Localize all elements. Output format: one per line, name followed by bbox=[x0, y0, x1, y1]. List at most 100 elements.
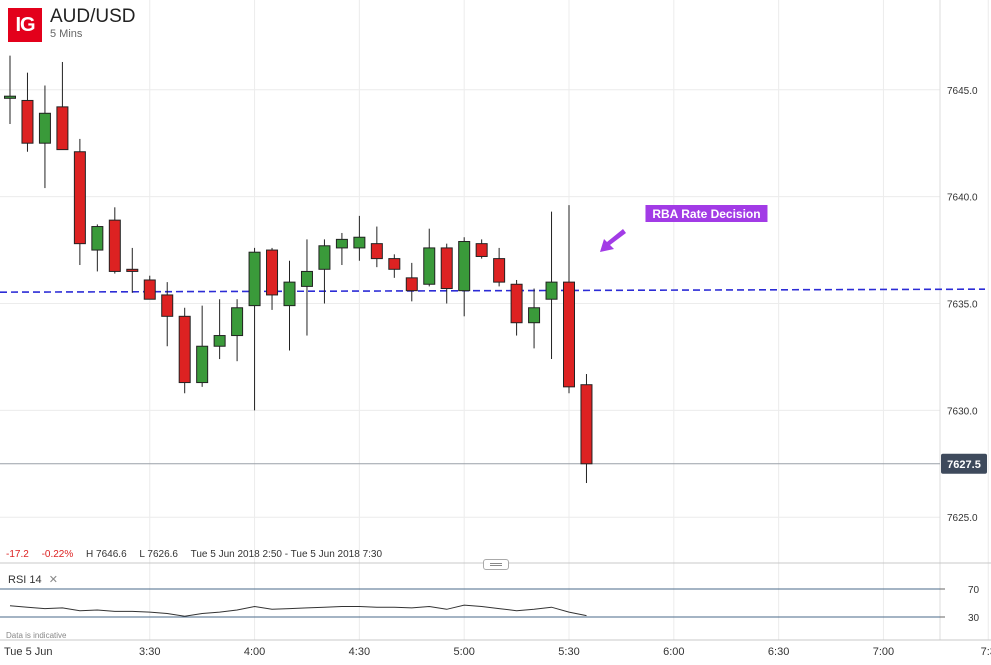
date-range: Tue 5 Jun 2018 2:50 - Tue 5 Jun 2018 7:3… bbox=[190, 549, 383, 560]
candle-body-up bbox=[213, 335, 226, 347]
candle-body-down bbox=[440, 247, 453, 290]
candle[interactable] bbox=[248, 247, 261, 411]
candle[interactable] bbox=[318, 239, 331, 304]
candle[interactable] bbox=[370, 226, 383, 268]
rsi-level-label: 30 bbox=[968, 613, 980, 624]
candle[interactable] bbox=[283, 260, 296, 351]
x-tick-label: 7:00 bbox=[873, 646, 894, 658]
pane-resize-handle[interactable] bbox=[483, 559, 509, 570]
candle[interactable] bbox=[21, 72, 34, 152]
candle-body-down bbox=[161, 294, 174, 317]
interval-label: 5 Mins bbox=[50, 28, 83, 40]
candle[interactable] bbox=[4, 55, 16, 124]
candle-body-up bbox=[528, 307, 541, 324]
candle[interactable] bbox=[161, 282, 174, 347]
candle[interactable] bbox=[545, 211, 558, 360]
candle[interactable] bbox=[178, 307, 191, 394]
candle-body-up bbox=[353, 236, 366, 249]
candle-body-up bbox=[300, 270, 313, 287]
candle-body-down bbox=[143, 279, 156, 300]
stats-bar: -17.2 -0.22% H 7646.6 L 7626.6 Tue 5 Jun… bbox=[6, 549, 392, 560]
candle-body-down bbox=[266, 249, 279, 296]
disclaimer: Data is indicative bbox=[6, 631, 67, 640]
candle[interactable] bbox=[335, 232, 348, 266]
candle[interactable] bbox=[388, 254, 401, 278]
reference-dashed-line bbox=[0, 288, 986, 293]
candle-body-down bbox=[580, 384, 593, 465]
candle-body-down bbox=[178, 315, 191, 384]
candle[interactable] bbox=[213, 299, 226, 360]
x-tick-label: 6:00 bbox=[663, 646, 684, 658]
candle[interactable] bbox=[300, 239, 313, 336]
candle[interactable] bbox=[510, 279, 523, 336]
symbol-title: AUD/USD bbox=[50, 6, 136, 27]
candle-body-up bbox=[458, 241, 471, 292]
candle[interactable] bbox=[405, 262, 418, 302]
candle[interactable] bbox=[91, 224, 104, 272]
candle[interactable] bbox=[196, 305, 209, 387]
candle[interactable] bbox=[266, 247, 279, 310]
y-tick-label: 7630.0 bbox=[947, 406, 978, 417]
candle[interactable] bbox=[423, 228, 436, 287]
last-price-label: 7627.5 bbox=[947, 459, 981, 471]
y-tick-label: 7640.0 bbox=[947, 193, 978, 204]
candle-body-up bbox=[231, 307, 244, 337]
candle[interactable] bbox=[440, 243, 453, 304]
candle-body-down bbox=[56, 106, 69, 151]
x-tick-label: 3:30 bbox=[139, 646, 160, 658]
change-percent: -0.22% bbox=[41, 549, 74, 560]
candle[interactable] bbox=[108, 207, 121, 274]
candle-body-down bbox=[510, 283, 523, 324]
candle-body-down bbox=[388, 258, 401, 270]
annotation-box bbox=[645, 205, 768, 222]
rsi-indicator-label: RSI 14 ✕ bbox=[8, 573, 58, 586]
x-tick-label: 5:30 bbox=[558, 646, 579, 658]
candle-body-down bbox=[73, 151, 86, 245]
candle[interactable] bbox=[38, 85, 51, 189]
x-tick-label: 5:00 bbox=[453, 646, 474, 658]
candle-body-down bbox=[475, 243, 488, 257]
y-tick-label: 7635.0 bbox=[947, 299, 978, 310]
candle[interactable] bbox=[458, 237, 471, 317]
rsi-period: 14 bbox=[29, 574, 42, 586]
candle-body-down bbox=[370, 243, 383, 260]
candle-body-up bbox=[318, 245, 331, 270]
candle[interactable] bbox=[528, 288, 541, 349]
x-tick-label: 4:30 bbox=[349, 646, 370, 658]
candle[interactable] bbox=[56, 61, 69, 151]
candle-body-up bbox=[38, 112, 51, 144]
candle-body-down bbox=[126, 268, 139, 272]
ig-logo: IG bbox=[8, 8, 42, 42]
candle-body-up bbox=[423, 247, 436, 285]
candle[interactable] bbox=[143, 275, 156, 300]
candle[interactable] bbox=[73, 138, 86, 266]
candle[interactable] bbox=[231, 299, 244, 362]
candle[interactable] bbox=[493, 247, 506, 287]
candle-body-down bbox=[108, 219, 121, 272]
candle[interactable] bbox=[563, 205, 575, 394]
candle-body-down bbox=[21, 99, 34, 144]
annotation-label: RBA Rate Decision bbox=[652, 207, 760, 221]
candle-body-down bbox=[405, 277, 418, 292]
close-icon[interactable]: ✕ bbox=[48, 574, 58, 586]
x-tick-label: 7:3 bbox=[981, 646, 991, 658]
candle[interactable] bbox=[353, 215, 366, 261]
candle-body-up bbox=[335, 238, 348, 249]
candle[interactable] bbox=[475, 239, 488, 259]
y-tick-label: 7625.0 bbox=[947, 513, 978, 524]
candle[interactable] bbox=[580, 374, 593, 484]
y-tick-label: 7645.0 bbox=[947, 86, 978, 97]
last-price-badge bbox=[941, 453, 987, 474]
candle[interactable] bbox=[126, 247, 139, 293]
rsi-level-label: 70 bbox=[968, 585, 980, 596]
candle-body-down bbox=[493, 258, 506, 283]
candle-body-up bbox=[196, 345, 209, 384]
rsi-line bbox=[9, 604, 587, 617]
change-value: -17.2 bbox=[6, 549, 29, 560]
candle-body-down bbox=[563, 281, 575, 388]
candle-body-up bbox=[4, 95, 16, 99]
candle-body-up bbox=[91, 226, 104, 251]
candle-body-up bbox=[545, 281, 558, 300]
